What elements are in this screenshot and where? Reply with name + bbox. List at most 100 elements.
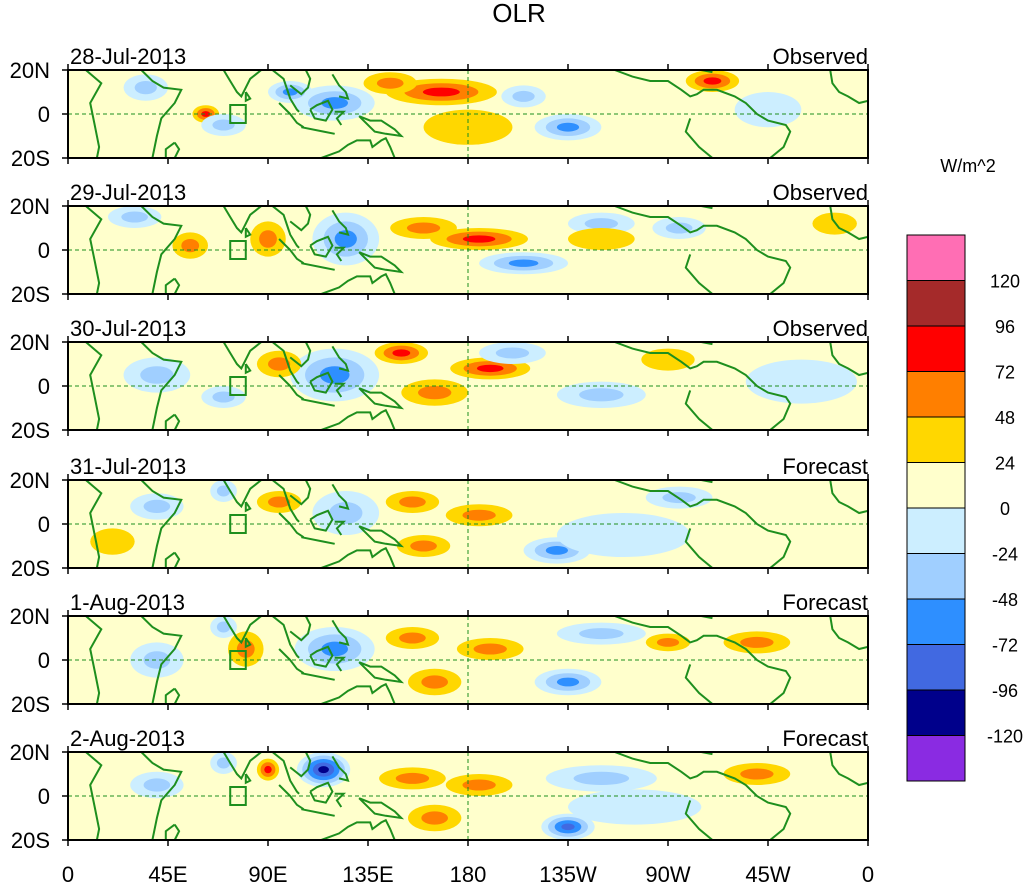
y-tick-label: 0 xyxy=(38,102,50,127)
x-tick-label: 135E xyxy=(342,862,393,887)
olr-anomaly-blob xyxy=(501,85,546,108)
contour-band xyxy=(665,222,693,234)
olr-anomaly-blob xyxy=(130,493,184,520)
coastline xyxy=(320,818,396,840)
olr-anomaly-blob xyxy=(445,504,513,527)
contour-band xyxy=(476,364,504,373)
y-tick-label: 0 xyxy=(38,238,50,263)
panel-3: 20N 0 20S 30-Jul-2013 Observed xyxy=(10,316,869,443)
olr-anomaly-blob xyxy=(641,348,695,371)
coastline xyxy=(278,374,305,401)
coastline xyxy=(164,823,181,840)
panel-date: 1-Aug-2013 xyxy=(70,590,185,615)
coastline xyxy=(140,342,183,430)
coastline xyxy=(301,808,335,817)
contour-band xyxy=(259,230,277,248)
olr-anomaly-blob xyxy=(534,114,602,141)
olr-anomaly-blob xyxy=(256,491,302,513)
contour-band xyxy=(268,357,291,371)
contour-band xyxy=(568,789,702,825)
y-tick-label: 0 xyxy=(38,374,50,399)
x-tick-label: 135W xyxy=(539,862,597,887)
coastline xyxy=(222,480,262,509)
colorbar-swatch xyxy=(906,644,966,691)
coastline xyxy=(684,664,714,704)
contour-band xyxy=(406,222,441,234)
olr-anomaly-blob xyxy=(545,765,657,792)
coastline xyxy=(331,345,350,373)
coastline xyxy=(140,70,183,158)
colorbar-tick-label: -96 xyxy=(992,681,1018,701)
contour-band xyxy=(216,757,231,769)
olr-anomaly-blob xyxy=(374,342,429,364)
contour-band xyxy=(181,239,200,253)
coastline xyxy=(289,616,312,642)
panel-4: 20N 0 20S 31-Jul-2013 Forecast xyxy=(10,454,869,581)
contour-band xyxy=(421,811,448,825)
coastline xyxy=(244,637,252,649)
coastline xyxy=(331,755,350,783)
coastline xyxy=(614,752,792,840)
coastline xyxy=(301,536,335,545)
olr-anomaly-blob xyxy=(745,359,857,404)
region-box xyxy=(229,376,247,396)
contour-band xyxy=(740,636,774,648)
coastline xyxy=(320,272,396,294)
colorbar-swatch xyxy=(906,280,966,327)
coastline xyxy=(358,387,405,410)
olr-anomaly-blob xyxy=(734,92,802,128)
colorbar-swatch xyxy=(906,507,966,554)
panel-2: 20N 0 20S 29-Jul-2013 Observed xyxy=(10,180,869,307)
coastline xyxy=(164,277,181,294)
coastline xyxy=(829,206,868,241)
x-tick-label: 90E xyxy=(248,862,287,887)
coastline xyxy=(301,398,335,407)
colorbar-swatch xyxy=(906,689,966,736)
olr-anomaly-blob xyxy=(556,622,646,645)
coastline xyxy=(358,115,405,138)
coastline xyxy=(358,661,405,684)
olr-anomaly-blob xyxy=(456,638,524,660)
olr-anomaly-blob xyxy=(408,804,462,832)
olr-anomaly-blob xyxy=(379,767,446,790)
contour-band xyxy=(264,765,272,774)
colorbar-swatch xyxy=(906,553,966,600)
contour-band xyxy=(421,675,448,689)
coastline xyxy=(271,206,300,249)
coastline xyxy=(358,525,405,548)
contour-band xyxy=(568,228,635,250)
coastline xyxy=(358,797,405,820)
coastline xyxy=(309,235,334,258)
y-tick-label: 20N xyxy=(10,330,50,355)
contour-band xyxy=(422,87,460,97)
coastline xyxy=(140,616,183,704)
coastline xyxy=(320,136,396,158)
colorbar-swatch xyxy=(906,598,966,645)
y-tick-label: 20S xyxy=(11,282,50,307)
olr-anomaly-blob xyxy=(130,642,184,678)
contour-band xyxy=(740,768,774,780)
olr-anomaly-blob xyxy=(430,228,528,250)
coastline xyxy=(829,70,868,105)
panel-status: Forecast xyxy=(782,726,868,751)
y-tick-label: 0 xyxy=(38,784,50,809)
olr-anomaly-blob xyxy=(256,350,302,378)
x-tick-label: 45W xyxy=(745,862,790,887)
contour-band xyxy=(734,92,802,128)
x-tick-label: 0 xyxy=(62,862,74,887)
olr-anomaly-blob xyxy=(210,752,237,774)
coastline xyxy=(244,501,252,513)
y-tick-label: 20S xyxy=(11,146,50,171)
coastline xyxy=(222,342,262,371)
olr-anomaly-blob xyxy=(396,535,451,557)
y-tick-label: 20N xyxy=(10,604,50,629)
coastline xyxy=(222,70,262,99)
coastline xyxy=(331,209,350,237)
olr-anomaly-blob xyxy=(123,357,191,393)
colorbar-swatch xyxy=(906,234,966,281)
chart-title: OLR xyxy=(492,0,545,28)
contour-band xyxy=(579,628,624,640)
coastline xyxy=(271,752,300,795)
olr-anomaly-blob xyxy=(645,633,691,652)
contour-band xyxy=(556,513,691,557)
